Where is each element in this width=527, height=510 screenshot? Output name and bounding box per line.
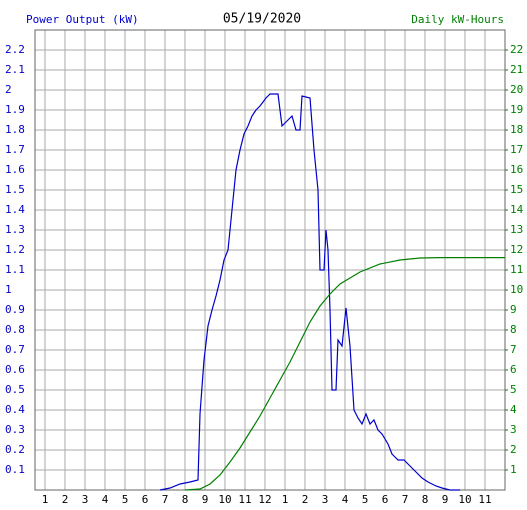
x-tick-label: 8 bbox=[422, 493, 429, 506]
y-tick-label: 0.3 bbox=[5, 423, 25, 436]
y2-tick-label: 6 bbox=[510, 363, 517, 376]
y2-tick-label: 9 bbox=[510, 303, 517, 316]
y-tick-label: 1.1 bbox=[5, 263, 25, 276]
x-tick-label: 2 bbox=[302, 493, 309, 506]
y2-tick-label: 20 bbox=[510, 83, 523, 96]
y-tick-label: 2 bbox=[5, 83, 12, 96]
y-tick-label: 1.7 bbox=[5, 143, 25, 156]
y2-tick-label: 3 bbox=[510, 423, 517, 436]
x-tick-label: 1 bbox=[42, 493, 49, 506]
x-tick-label: 1 bbox=[282, 493, 289, 506]
y-tick-label: 2.1 bbox=[5, 63, 25, 76]
y2-tick-label: 11 bbox=[510, 263, 523, 276]
y-tick-label: 0.4 bbox=[5, 403, 25, 416]
y2-tick-label: 18 bbox=[510, 123, 523, 136]
y2-tick-label: 4 bbox=[510, 403, 517, 416]
x-tick-label: 11 bbox=[238, 493, 251, 506]
y-tick-label: 0.2 bbox=[5, 443, 25, 456]
y-tick-label: 1 bbox=[5, 283, 12, 296]
series-line bbox=[159, 93, 460, 491]
y2-tick-label: 14 bbox=[510, 203, 524, 216]
x-tick-label: 7 bbox=[402, 493, 409, 506]
x-tick-label: 9 bbox=[202, 493, 209, 506]
left-axis-label: Power Output (kW) bbox=[26, 13, 139, 26]
y-tick-label: 0.1 bbox=[5, 463, 25, 476]
y-tick-label: 0.6 bbox=[5, 363, 25, 376]
y2-tick-label: 1 bbox=[510, 463, 517, 476]
y2-tick-label: 17 bbox=[510, 143, 523, 156]
x-tick-label: 2 bbox=[62, 493, 69, 506]
y-tick-label: 1.2 bbox=[5, 243, 25, 256]
y-tick-label: 1.4 bbox=[5, 203, 25, 216]
x-tick-label: 11 bbox=[478, 493, 491, 506]
y-tick-label: 0.5 bbox=[5, 383, 25, 396]
y2-tick-label: 12 bbox=[510, 243, 523, 256]
plot-border bbox=[34, 29, 506, 491]
x-tick-label: 4 bbox=[102, 493, 109, 506]
y-tick-label: 1.9 bbox=[5, 103, 25, 116]
right-axis-label: Daily kW-Hours bbox=[411, 13, 504, 26]
x-tick-label: 3 bbox=[322, 493, 329, 506]
x-tick-label: 4 bbox=[342, 493, 349, 506]
y-tick-label: 1.6 bbox=[5, 163, 25, 176]
series-line bbox=[184, 257, 505, 491]
y-tick-label: 2.2 bbox=[5, 43, 25, 56]
y2-tick-label: 2 bbox=[510, 443, 517, 456]
x-tick-label: 3 bbox=[82, 493, 89, 506]
x-tick-label: 9 bbox=[442, 493, 449, 506]
y2-tick-label: 15 bbox=[510, 183, 523, 196]
y-tick-label: 0.7 bbox=[5, 343, 25, 356]
y2-tick-label: 16 bbox=[510, 163, 523, 176]
x-tick-label: 10 bbox=[218, 493, 231, 506]
x-tick-label: 12 bbox=[258, 493, 271, 506]
chart-title: 05/19/2020 bbox=[223, 12, 301, 27]
y2-tick-label: 7 bbox=[510, 343, 517, 356]
x-tick-label: 6 bbox=[382, 493, 389, 506]
x-tick-label: 5 bbox=[122, 493, 129, 506]
y-tick-label: 1.5 bbox=[5, 183, 25, 196]
x-tick-label: 8 bbox=[182, 493, 189, 506]
y2-tick-label: 10 bbox=[510, 283, 523, 296]
y-tick-label: 0.9 bbox=[5, 303, 25, 316]
y2-tick-label: 21 bbox=[510, 63, 523, 76]
x-tick-label: 6 bbox=[142, 493, 149, 506]
y2-tick-label: 19 bbox=[510, 103, 523, 116]
x-tick-label: 5 bbox=[362, 493, 369, 506]
y-tick-label: 0.8 bbox=[5, 323, 25, 336]
y-tick-label: 1.3 bbox=[5, 223, 25, 236]
x-tick-label: 7 bbox=[162, 493, 169, 506]
x-tick-label: 10 bbox=[458, 493, 471, 506]
y-tick-label: 1.8 bbox=[5, 123, 25, 136]
y2-tick-label: 13 bbox=[510, 223, 523, 236]
y2-tick-label: 5 bbox=[510, 383, 517, 396]
y2-tick-label: 8 bbox=[510, 323, 517, 336]
y2-tick-label: 22 bbox=[510, 43, 523, 56]
